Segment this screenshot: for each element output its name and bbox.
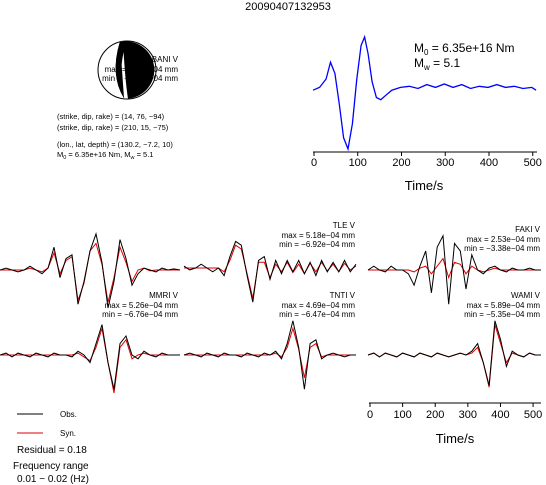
focal-line-2: (strike, dip, rake) = (210, 15, −75) [57, 123, 169, 132]
max-label: max = 2.53e−04 mm [467, 235, 541, 244]
stf-tick-label: 500 [524, 157, 542, 169]
bottom-tick-label: 200 [426, 409, 444, 421]
min-label: min = −3.38e−04 mm [464, 244, 540, 253]
max-label: max = 5.18e−04 mm [282, 231, 356, 240]
synthetic-trace [0, 328, 180, 394]
stf-plot: 0 100 200 300 400 500 Time/s M0 = 6.35e+16 Nm… [311, 34, 542, 193]
station-label: WAMI V [511, 291, 541, 300]
bottom-axis: 0 100 200 300 400 500 Time/s [367, 402, 542, 446]
stf-tick-label: 300 [436, 157, 454, 169]
min-label: min = −6.92e−04 mm [279, 240, 355, 249]
figure-title: 20090407132953 [245, 1, 331, 13]
focal-params: (strike, dip, rake) = (14, 76, −94) (str… [57, 112, 173, 161]
observed-trace [183, 320, 356, 390]
stf-tick-label: 100 [349, 157, 367, 169]
station-label: TLE V [333, 221, 356, 230]
station-label: FAKI V [515, 225, 541, 234]
focal-line-3: (lon., lat, depth) = (130.2, −7.2, 10) [57, 140, 173, 149]
max-label: max = 4.69e−04 mm [282, 301, 356, 310]
legend-obs-label: Obs. [60, 410, 77, 419]
min-label: min = −5.35e−04 mm [464, 310, 540, 319]
bottom-xlabel: Time/s [436, 431, 475, 446]
station-label: MMRI V [149, 291, 179, 300]
bottom-tick-label: 500 [524, 409, 542, 421]
min-label: min = −6.76e−04 mm [102, 310, 178, 319]
bottom-tick-label: 300 [459, 409, 477, 421]
stf-mw-label: Mw = 5.1 [414, 56, 460, 72]
legend: Obs. Syn. Residual = 0.18 Frequency rang… [13, 410, 89, 485]
legend-syn-label: Syn. [60, 429, 76, 438]
stf-xlabel: Time/s [405, 178, 444, 193]
bottom-tick-label: 400 [491, 409, 509, 421]
observed-trace [0, 232, 181, 309]
observed-trace [183, 240, 357, 303]
observed-trace [367, 320, 541, 386]
bottom-tick-label: 0 [367, 409, 373, 421]
stf-tick-label: 400 [480, 157, 498, 169]
stf-tick-label: 200 [392, 157, 410, 169]
max-label: max = 5.86e−04 mm [105, 65, 179, 74]
observed-trace [0, 324, 180, 390]
focal-line-4: M0 = 6.35e+16 Nm, Mw = 5.1 [57, 150, 153, 161]
focal-line-1: (strike, dip, rake) = (14, 76, −94) [57, 112, 165, 121]
residual-text: Residual = 0.18 [17, 445, 87, 456]
observed-trace [367, 234, 541, 305]
beachball-icon [97, 40, 157, 100]
freq-range: 0.01 − 0.02 (Hz) [17, 474, 89, 485]
stf-m0-label: M0 = 6.35e+16 Nm [414, 41, 515, 57]
bottom-ticks: 0 100 200 300 400 500 [367, 403, 542, 421]
stf-tick-label: 0 [311, 157, 317, 169]
freq-title: Frequency range [13, 461, 89, 472]
min-label: min = −7.32e−04 mm [102, 74, 178, 83]
max-label: max = 5.26e−04 mm [105, 301, 179, 310]
max-label: max = 5.89e−04 mm [467, 301, 541, 310]
bottom-tick-label: 100 [393, 409, 411, 421]
station-label: TNTI V [330, 291, 356, 300]
min-label: min = −6.47e−04 mm [279, 310, 355, 319]
station-label: BANI V [152, 55, 179, 64]
stf-ticks: 0 100 200 300 400 500 [311, 152, 542, 169]
stf-line [312, 34, 537, 152]
synthetic-trace [184, 326, 356, 378]
